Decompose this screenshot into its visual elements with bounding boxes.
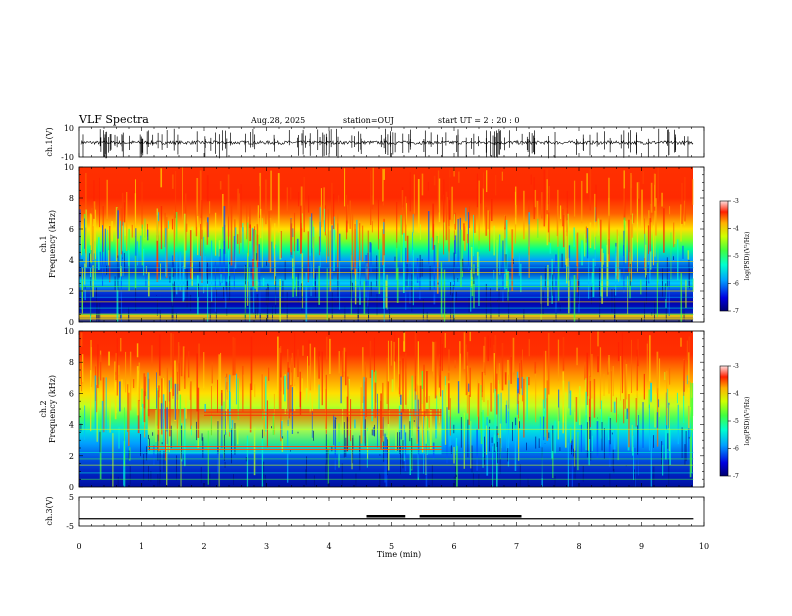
time-tick-label: 5 xyxy=(389,542,394,551)
ch2-spectrogram-ylabel: Frequency (kHz) xyxy=(48,375,57,443)
freq-tick-label: 8 xyxy=(69,194,74,203)
colorbar-tick-label: -6 xyxy=(733,281,739,288)
ch1-waveform-spikes xyxy=(82,128,689,159)
ch1-colorbar-label: log(PSD)(V²/Hz) xyxy=(744,232,751,281)
colorbar-tick-label: -6 xyxy=(733,446,739,453)
ch1-colorbar: -3 -4 -5 -6 -7 log(PSD)(V²/Hz) xyxy=(719,198,751,315)
time-tick-label: 8 xyxy=(576,542,581,551)
colorbar-tick-label: -4 xyxy=(733,226,739,233)
time-axis-label: Time (min) xyxy=(377,550,421,559)
ch3-trigger-panel: 5 -5 ch.3(V) xyxy=(45,493,705,531)
time-axis-labels: 0 1 2 3 4 5 6 7 8 9 10 xyxy=(76,542,709,551)
ch1-spectrogram-yticks: 0 2 4 6 8 10 xyxy=(64,163,704,327)
ch2-colorbar-scale xyxy=(719,365,729,477)
freq-tick-label: 4 xyxy=(69,256,74,265)
start-time-label: start UT = 2 : 20 : 0 xyxy=(438,116,519,125)
time-tick-label: 6 xyxy=(451,542,456,551)
colorbar-tick-label: -7 xyxy=(733,308,739,315)
ch1-spectrogram-ylabel: Frequency (kHz) xyxy=(48,210,57,278)
time-tick-label: 10 xyxy=(699,542,709,551)
ch3-trigger-ylabel: ch.3(V) xyxy=(45,496,54,525)
freq-tick-label: 2 xyxy=(69,452,74,461)
freq-tick-label: 0 xyxy=(69,318,74,327)
freq-tick-label: 2 xyxy=(69,287,74,296)
ch1-colorbar-scale xyxy=(719,200,729,312)
ch1-ytick-bottom: -10 xyxy=(61,153,74,162)
colorbar-tick-label: -5 xyxy=(733,253,739,260)
colorbar-tick-label: -5 xyxy=(733,418,739,425)
ch2-spectrogram-yticks: 0 2 4 6 8 10 xyxy=(64,327,704,492)
figure-title: VLF Spectra xyxy=(78,113,149,126)
ch1-ytick-top: 10 xyxy=(64,124,74,133)
colorbar-tick-label: -7 xyxy=(733,473,739,480)
freq-tick-label: 10 xyxy=(64,163,74,172)
freq-tick-label: 6 xyxy=(69,225,74,234)
freq-tick-label: 4 xyxy=(69,421,74,430)
colorbar-tick-label: -3 xyxy=(733,363,739,370)
ch1-spectrogram-streaks xyxy=(79,167,694,322)
freq-tick-label: 6 xyxy=(69,389,74,398)
colorbar-tick-label: -4 xyxy=(733,391,739,398)
ch2-colorbar: -3 -4 -5 -6 -7 log(PSD)(V²/Hz) xyxy=(719,363,751,480)
time-tick-label: 3 xyxy=(264,542,269,551)
time-tick-label: 4 xyxy=(326,542,331,551)
time-tick-label: 7 xyxy=(514,542,519,551)
time-axis-ticks xyxy=(78,127,705,526)
time-tick-label: 0 xyxy=(76,542,81,551)
freq-tick-label: 10 xyxy=(64,327,74,336)
ch1-waveform-trace xyxy=(80,139,694,146)
time-tick-label: 2 xyxy=(201,542,206,551)
ch2-spectrogram-lines xyxy=(79,411,694,480)
date-label: Aug.28, 2025 xyxy=(250,116,305,125)
ch2-colorbar-label: log(PSD)(V²/Hz) xyxy=(744,397,751,446)
time-tick-label: 9 xyxy=(639,542,644,551)
ch1-colorbar-ticks: -3 -4 -5 -6 -7 xyxy=(728,198,739,315)
ch2-spectrogram-channel-label: ch.2 xyxy=(39,400,48,417)
freq-tick-label: 0 xyxy=(69,483,74,492)
ch2-spectrogram-streaks xyxy=(80,331,694,487)
colorbar-tick-label: -3 xyxy=(733,198,739,205)
ch1-waveform-ylabel: ch.1(V) xyxy=(45,127,54,156)
ch3-trigger-frame xyxy=(78,496,705,527)
station-label: station=OUJ xyxy=(343,116,394,125)
ch2-colorbar-ticks: -3 -4 -5 -6 -7 xyxy=(728,363,739,480)
ch3-ytick-top: 5 xyxy=(69,493,74,502)
ch2-spectrogram-panel: 0 2 4 6 8 10 ch.2 Frequency (kHz) xyxy=(39,327,705,492)
ch1-spectrogram-panel: 0 2 4 6 8 10 ch.1 Frequency (kHz) xyxy=(39,163,705,327)
ch3-ytick-bottom: -5 xyxy=(66,522,74,531)
freq-tick-label: 8 xyxy=(69,358,74,367)
time-tick-label: 1 xyxy=(139,542,144,551)
ch1-waveform-panel: 10 -10 ch.1(V) xyxy=(45,124,705,162)
ch1-spectrogram-channel-label: ch.1 xyxy=(39,235,48,252)
ch1-spectrogram-lines xyxy=(79,261,694,320)
